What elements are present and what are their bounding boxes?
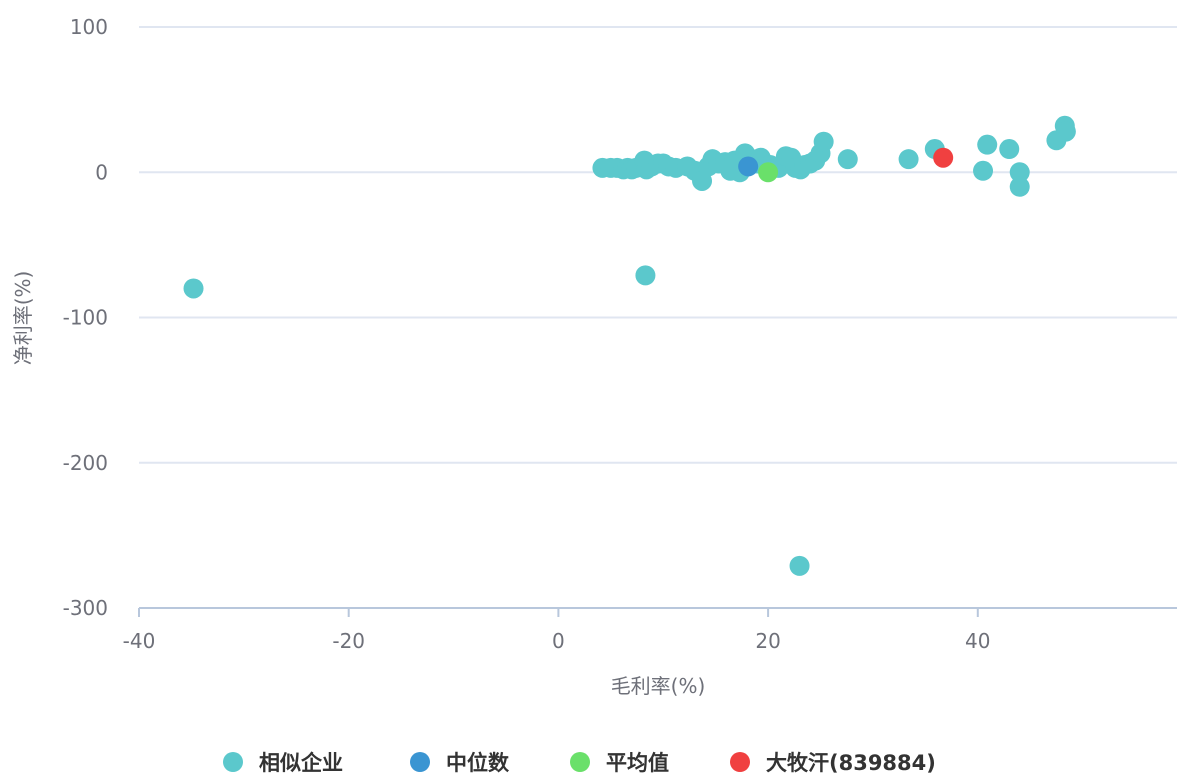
x-tick-label: 40 bbox=[965, 629, 990, 653]
y-axis-label: 净利率(%) bbox=[11, 271, 35, 366]
data-point-target[interactable] bbox=[933, 147, 954, 168]
y-tick-label: -300 bbox=[63, 596, 108, 620]
grid-lines bbox=[139, 26, 1177, 464]
data-point-mean[interactable] bbox=[758, 162, 779, 183]
data-point-similar[interactable] bbox=[837, 149, 858, 170]
legend-item[interactable]: 相似企业 bbox=[223, 751, 343, 774]
data-points bbox=[183, 115, 1076, 576]
legend-marker bbox=[570, 752, 590, 772]
data-point-similar[interactable] bbox=[1009, 162, 1030, 183]
x-tick-label: -40 bbox=[123, 629, 156, 653]
legend-marker bbox=[410, 752, 430, 772]
legend-marker bbox=[223, 752, 243, 772]
legend-marker bbox=[730, 752, 750, 772]
data-point-similar[interactable] bbox=[813, 131, 834, 152]
legend-label: 中位数 bbox=[446, 751, 510, 774]
x-axis-label: 毛利率(%) bbox=[611, 674, 706, 698]
x-tick-label: 0 bbox=[552, 629, 565, 653]
x-tick-label: 20 bbox=[755, 629, 780, 653]
legend-label: 平均值 bbox=[606, 751, 669, 774]
legend-label: 相似企业 bbox=[259, 751, 343, 774]
legend-item[interactable]: 大牧汗(839884) bbox=[730, 751, 936, 774]
legend-item[interactable]: 平均值 bbox=[570, 751, 669, 774]
data-point-similar[interactable] bbox=[977, 134, 998, 155]
data-point-similar[interactable] bbox=[1055, 121, 1076, 142]
data-point-median[interactable] bbox=[738, 156, 759, 177]
y-tick-label: 0 bbox=[95, 160, 108, 184]
y-tick-label: -200 bbox=[63, 451, 108, 475]
data-point-similar[interactable] bbox=[789, 555, 810, 576]
data-point-similar[interactable] bbox=[898, 149, 919, 170]
legend: 相似企业 中位数 平均值 大牧汗(839884) bbox=[223, 751, 936, 774]
y-tick-label: 100 bbox=[70, 15, 108, 39]
data-point-similar[interactable] bbox=[1009, 176, 1030, 197]
data-point-similar[interactable] bbox=[973, 160, 994, 181]
legend-item[interactable]: 中位数 bbox=[410, 751, 510, 774]
data-point-similar[interactable] bbox=[635, 265, 656, 286]
data-point-similar[interactable] bbox=[999, 139, 1020, 160]
data-point-similar[interactable] bbox=[183, 278, 204, 299]
y-tick-label: -100 bbox=[63, 306, 108, 330]
x-tick-label: -20 bbox=[332, 629, 365, 653]
legend-label: 大牧汗(839884) bbox=[766, 751, 936, 774]
